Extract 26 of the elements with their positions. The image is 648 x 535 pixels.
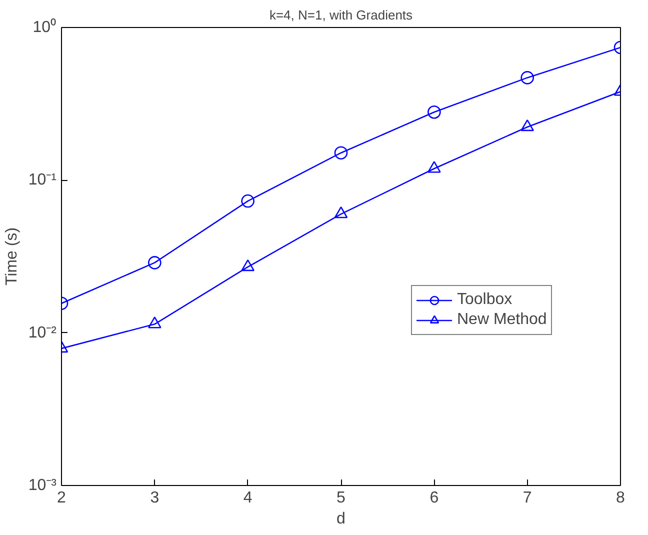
legend-label: New Method: [457, 311, 547, 329]
point: [428, 161, 441, 173]
point: [148, 256, 162, 270]
point: [520, 119, 534, 132]
point: [334, 146, 348, 160]
point: [520, 71, 534, 84]
point: [334, 206, 348, 218]
x-tick-label: 2: [57, 490, 66, 506]
legend-label: Toolbox: [457, 291, 512, 309]
chart-title: k=4, N=1, with Gradients: [269, 8, 414, 22]
x-tick-label: 3: [150, 490, 160, 506]
x-tick-label: 6: [430, 490, 439, 506]
x-tick-label: 5: [336, 490, 346, 506]
y-axis-title: Time (s): [3, 227, 20, 286]
point: [148, 316, 162, 328]
x-tick-label: 8: [616, 490, 626, 506]
y-tick-label: 10⁻²: [28, 324, 58, 342]
x-tick-label: 4: [243, 490, 252, 506]
y-tick-label: 10⁰: [32, 18, 56, 36]
point: [428, 106, 441, 119]
point: [241, 259, 254, 272]
y-tick-label: 10⁻¹: [28, 172, 56, 189]
x-axis-title: d: [336, 510, 346, 528]
point: [241, 194, 254, 208]
x-tick-label: 7: [522, 490, 532, 506]
y-tick-label: 10⁻³: [28, 477, 58, 494]
